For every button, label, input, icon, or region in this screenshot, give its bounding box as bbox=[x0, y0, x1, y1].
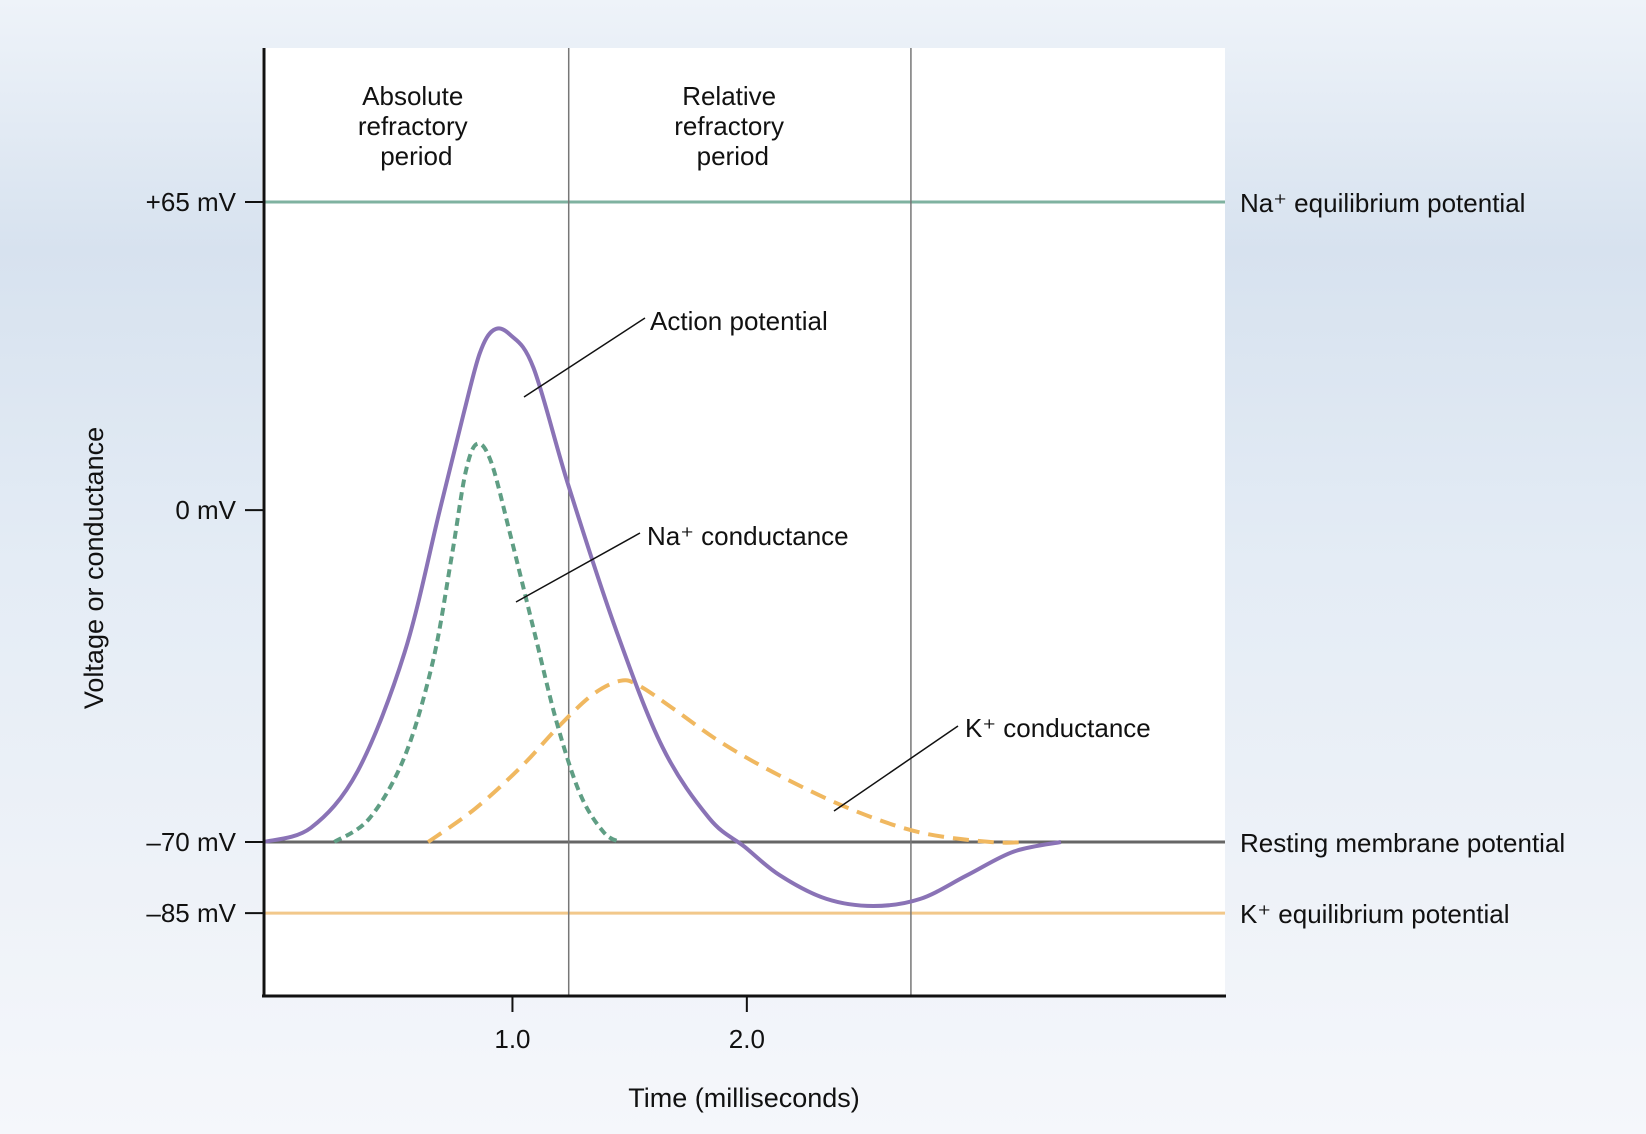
period-labels: Absolute refractory period Relative refr… bbox=[358, 81, 791, 171]
y-tick-label-3: –85 mV bbox=[146, 898, 236, 928]
y-ticks: +65 mV 0 mV –70 mV –85 mV bbox=[146, 187, 264, 928]
absolute-refractory-line-3: period bbox=[380, 141, 452, 171]
annotation-leader-0 bbox=[523, 317, 646, 398]
series-layer bbox=[263, 326, 1062, 908]
absolute-refractory-line-2: refractory bbox=[358, 111, 468, 141]
relative-refractory-label: Relative refractory period bbox=[674, 81, 791, 171]
reference-lines bbox=[264, 200, 1225, 915]
absolute-refractory-line-1: Absolute bbox=[362, 81, 463, 111]
series-k-conductance bbox=[426, 678, 1026, 845]
annotation-leader-2 bbox=[833, 725, 959, 812]
ref-label-na-equilibrium: Na⁺ equilibrium potential bbox=[1240, 188, 1525, 218]
annotation-leader-1 bbox=[515, 532, 641, 603]
ref-label-resting-potential: Resting membrane potential bbox=[1240, 828, 1565, 858]
y-tick-label-2: –70 mV bbox=[146, 827, 236, 857]
axes bbox=[262, 48, 1226, 998]
relative-refractory-line-3: period bbox=[697, 141, 769, 171]
ref-label-k-equilibrium: K⁺ equilibrium potential bbox=[1240, 899, 1510, 929]
absolute-refractory-label: Absolute refractory period bbox=[358, 81, 475, 171]
x-tick-label-1: 2.0 bbox=[729, 1024, 765, 1054]
y-axis-title: Voltage or conductance bbox=[79, 427, 109, 709]
relative-refractory-line-2: refractory bbox=[674, 111, 784, 141]
period-boundaries bbox=[567, 48, 912, 996]
x-ticks: 1.0 2.0 bbox=[494, 996, 765, 1054]
plot-background bbox=[262, 48, 1225, 996]
x-axis-title: Time (milliseconds) bbox=[628, 1083, 860, 1113]
annotation-k-conductance: K⁺ conductance bbox=[965, 713, 1151, 743]
series-action-potential bbox=[263, 326, 1062, 908]
x-tick-label-0: 1.0 bbox=[494, 1024, 530, 1054]
annotation-action-potential: Action potential bbox=[650, 306, 828, 336]
series-na-conductance bbox=[333, 441, 622, 844]
annotation-leaders bbox=[515, 317, 959, 812]
annotation-na-conductance: Na⁺ conductance bbox=[647, 521, 849, 551]
y-tick-label-0: +65 mV bbox=[146, 187, 237, 217]
y-tick-label-1: 0 mV bbox=[175, 495, 236, 525]
relative-refractory-line-1: Relative bbox=[682, 81, 776, 111]
